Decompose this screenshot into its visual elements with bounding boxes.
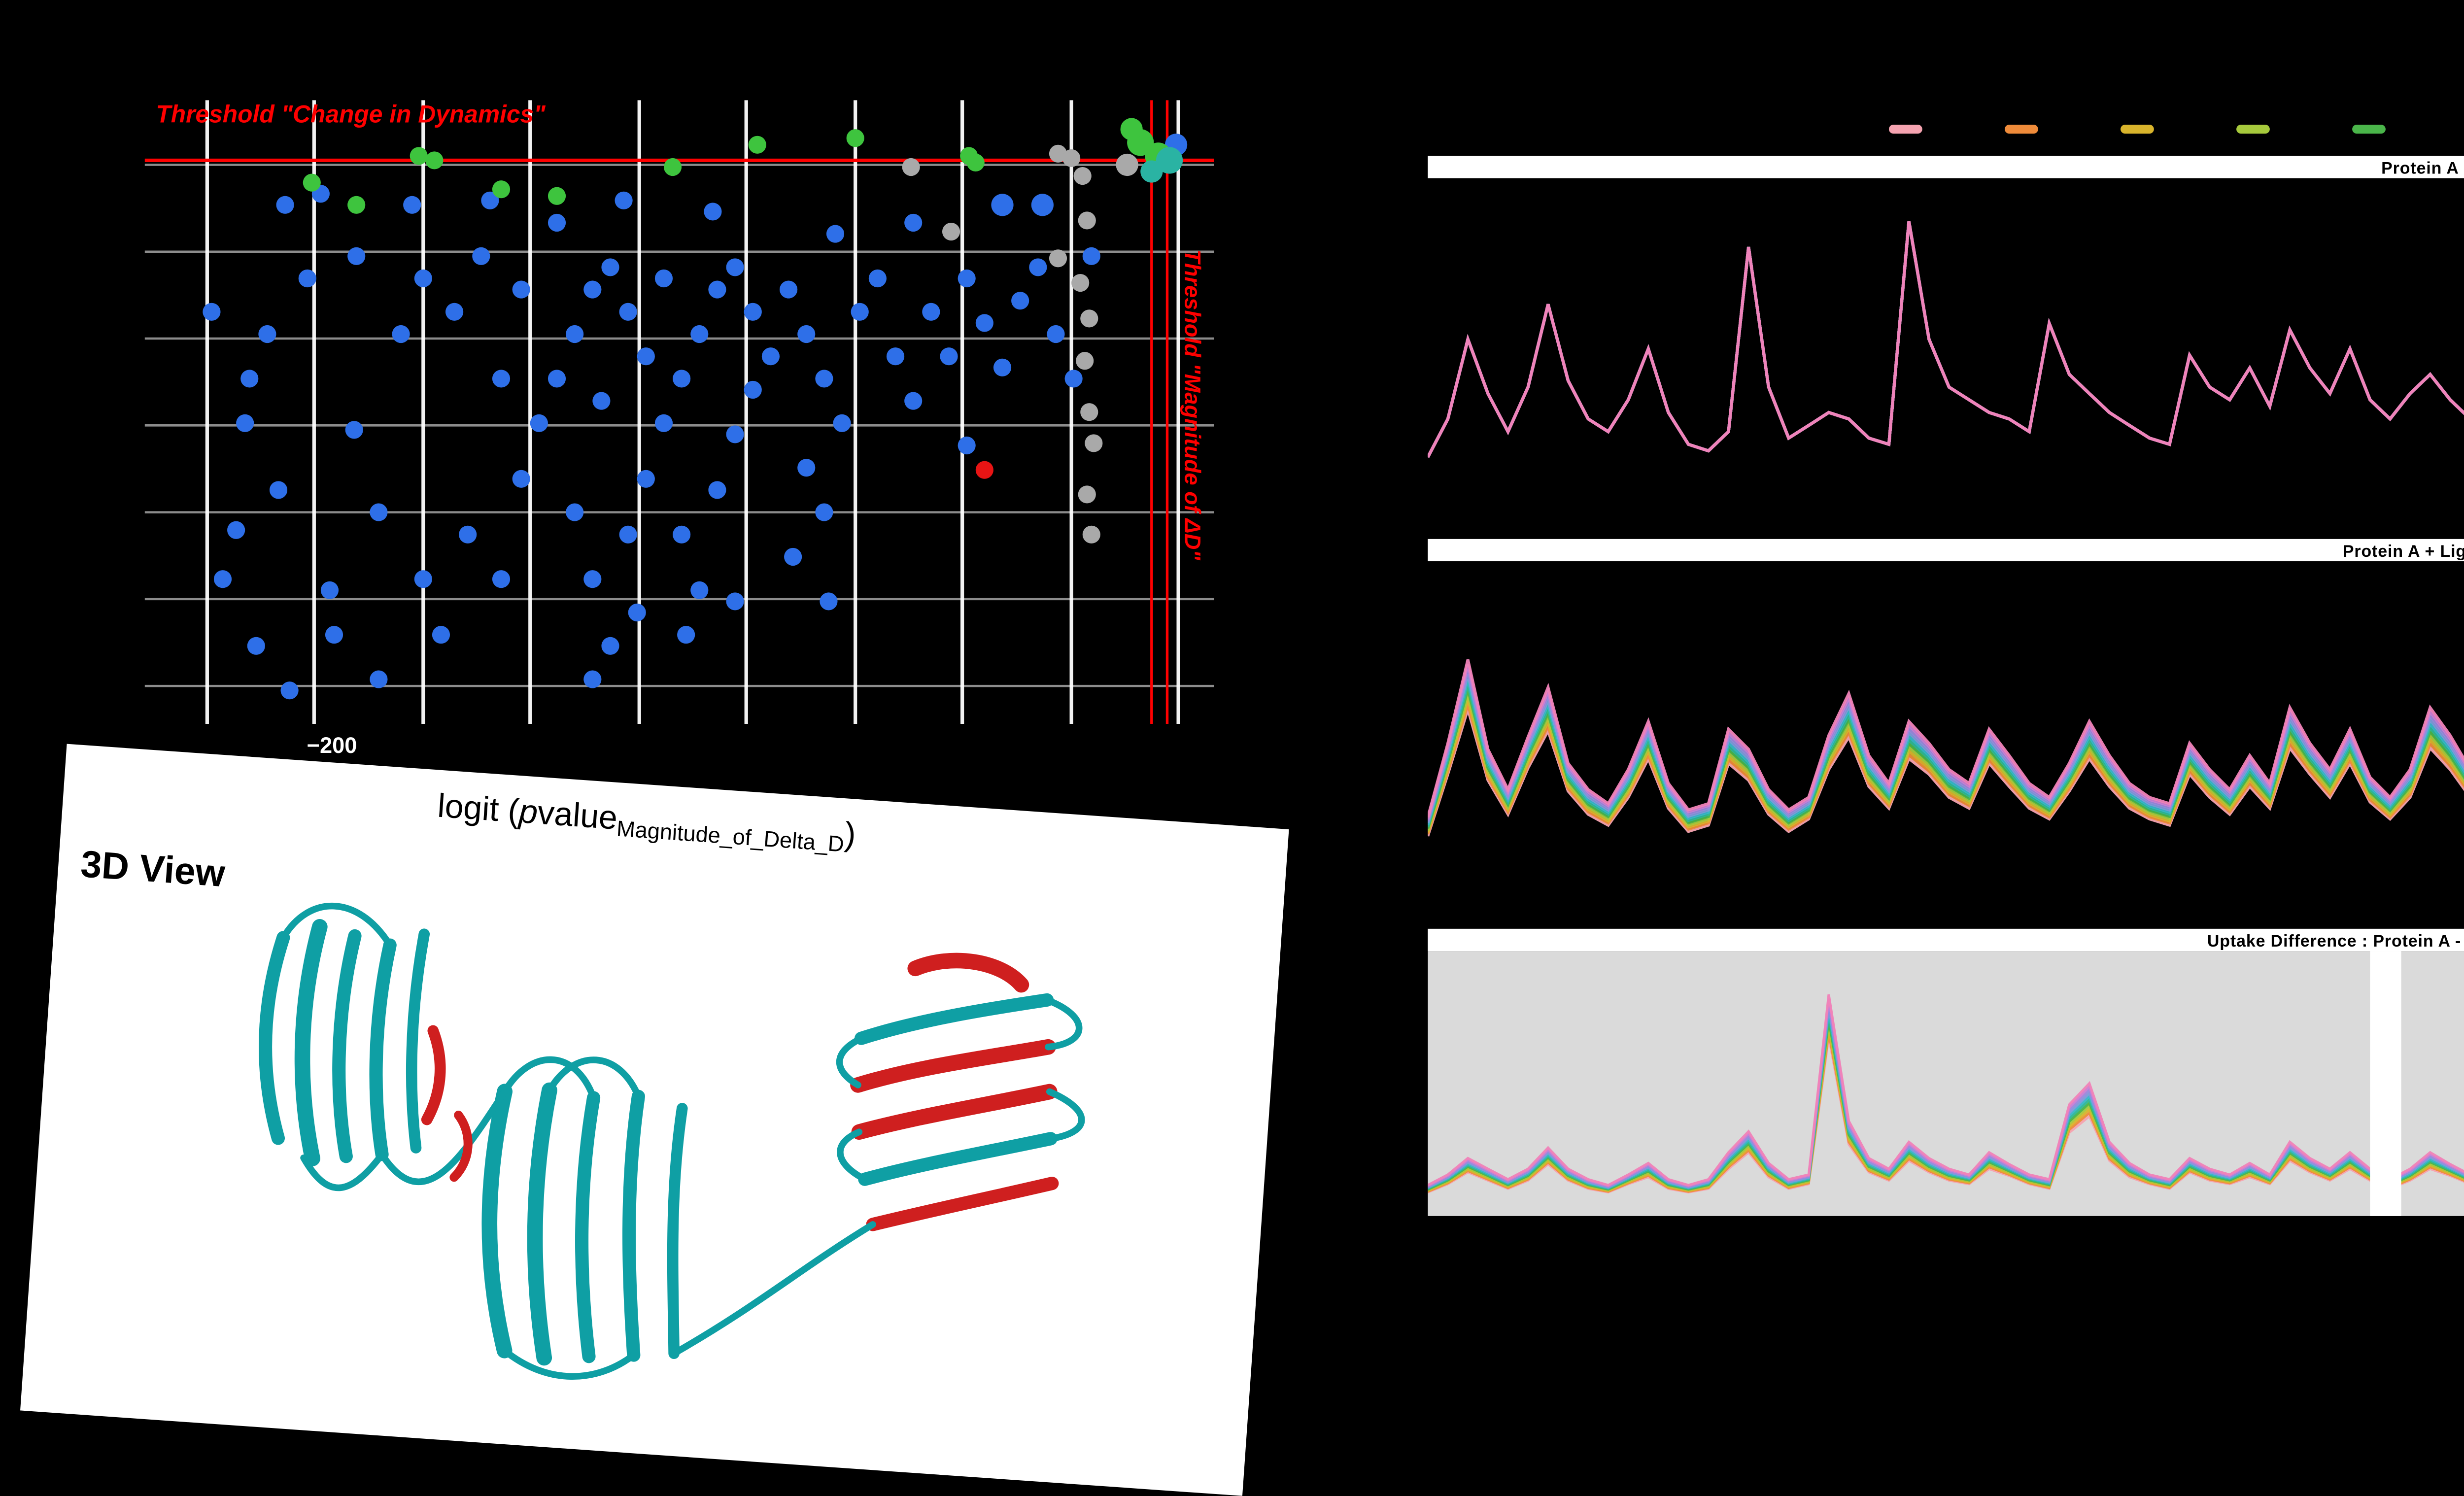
chart-title-bar-uptake-difference: Uptake Difference : Protein A - (Protein… [1428, 928, 2464, 952]
x-axis-tick-label: −200 [307, 735, 357, 760]
chart-title-protein-a: Protein A [2381, 157, 2459, 177]
3d-view-panel: logit (pvalueMagnitude_of_Delta_D) 3D Vi… [20, 744, 1289, 1496]
chart-title-bar-protein-a: Protein A [1428, 156, 2464, 178]
legend-swatch[interactable] [2352, 125, 2386, 133]
protein-ribbon[interactable] [99, 887, 1201, 1472]
chart-legend [1888, 125, 2464, 133]
chart-title-bar-protein-a-ligand: Protein A + Ligand [1428, 539, 2464, 562]
legend-swatch[interactable] [2005, 125, 2038, 133]
x-axis-label-suffix: ) [843, 816, 857, 855]
app-window: Threshold "Change in Dynamics" Threshold… [20, 67, 2464, 1496]
chart-title-uptake-difference: Uptake Difference : Protein A - (Protein… [2207, 930, 2464, 950]
x-axis-label-prefix: logit ( [436, 787, 521, 831]
uptake-difference-chart[interactable] [1428, 951, 2464, 1216]
legend-swatch[interactable] [2236, 125, 2270, 133]
uptake-chart-protein-a[interactable] [1428, 178, 2464, 528]
uptake-chart-protein-a-ligand[interactable] [1428, 561, 2464, 902]
x-axis-label-main: value [536, 794, 619, 838]
legend-swatch[interactable] [1888, 125, 1922, 133]
threshold-dynamics-label: Threshold "Change in Dynamics" [156, 102, 546, 130]
threshold-magnitude-label: Threshold "Magnitude of ΔD" [1178, 249, 1203, 560]
x-axis-label-p: p [517, 793, 539, 833]
x-axis-label: logit (pvalueMagnitude_of_Delta_D) [436, 788, 857, 859]
chart-title-protein-a-ligand: Protein A + Ligand [2342, 540, 2464, 560]
x-axis-label-subscript: Magnitude_of_Delta_D [616, 818, 845, 859]
volcano-plot-panel: Threshold "Change in Dynamics" Threshold… [44, 67, 1292, 802]
legend-swatch[interactable] [2121, 125, 2154, 133]
volcano-scatter-chart[interactable] [44, 67, 1292, 802]
